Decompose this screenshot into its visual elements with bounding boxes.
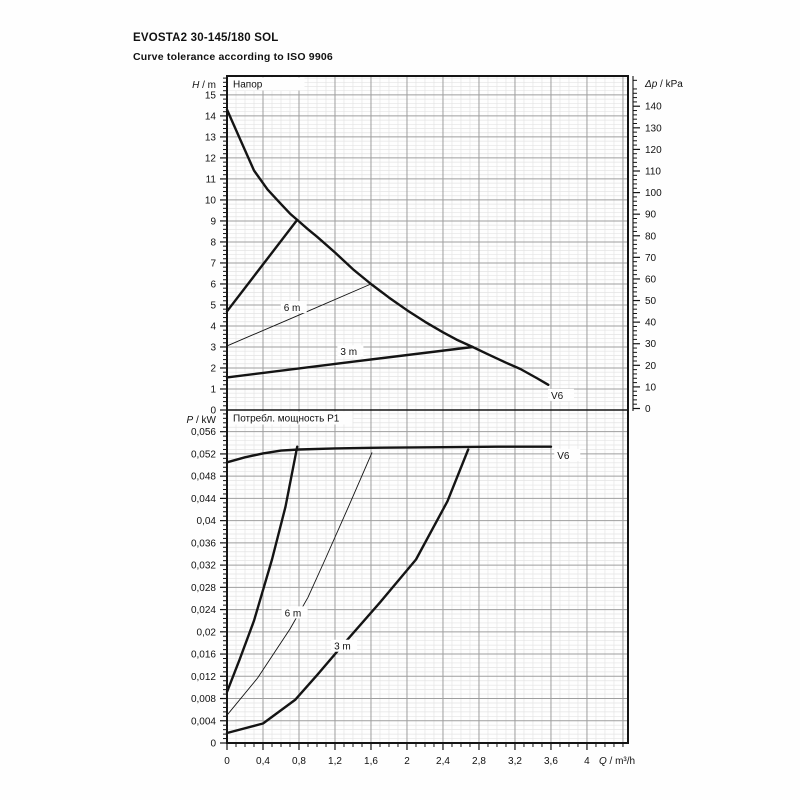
h-axis-tick-label: 2 xyxy=(210,363,216,374)
p-axis-tick-label: 0,048 xyxy=(191,472,216,483)
q-axis-tick-label: 2,8 xyxy=(472,756,486,767)
frame-and-ticks xyxy=(220,75,640,750)
axis-labels: 0123456789101112131415010203040506070809… xyxy=(187,77,683,767)
p-axis-tick-label: 0,02 xyxy=(197,627,217,638)
head-curve-label-6m: 6 m xyxy=(284,303,301,314)
p-axis-tick-label: 0,024 xyxy=(191,605,216,616)
p-axis-tick-label: 0,032 xyxy=(191,561,216,572)
dp-axis-tick-label: 120 xyxy=(645,145,662,156)
dp-axis-tick-label: 130 xyxy=(645,123,662,134)
page-title: EVOSTA2 30-145/180 SOL xyxy=(133,32,279,44)
p-axis-tick-label: 0 xyxy=(210,739,216,750)
dp-axis-tick-label: 80 xyxy=(645,231,657,242)
p-axis-tick-label: 0,056 xyxy=(191,427,216,438)
q-axis-tick-label: 0 xyxy=(224,756,230,767)
dp-axis-tick-label: 60 xyxy=(645,274,657,285)
head-curve-label-V6-bg xyxy=(547,388,574,401)
power-curve-label-3m: 3 m xyxy=(334,642,351,653)
q-axis-tick-label: 1,2 xyxy=(328,756,342,767)
dp-axis-tick-label: 140 xyxy=(645,102,662,113)
head-chart-title-bg xyxy=(228,77,305,91)
power-curve-label-3m-bg xyxy=(331,639,358,652)
p-axis-tick-label: 0,008 xyxy=(191,694,216,705)
p-axis-tick-label: 0,016 xyxy=(191,650,216,661)
h-axis-tick-label: 10 xyxy=(205,195,217,206)
h-axis-tick-label: 14 xyxy=(205,111,217,122)
q-axis-tick-label: 0,8 xyxy=(292,756,306,767)
power-chart-title-bg xyxy=(228,411,353,425)
h-axis-tick-label: 13 xyxy=(205,132,217,143)
power-chart-title: Потребл. мощность P1 xyxy=(233,413,340,425)
setpoint-3m-head-line xyxy=(225,345,474,379)
power-curve-label-6m: 6 m xyxy=(285,608,302,619)
q-axis-tick-label: 3,2 xyxy=(508,756,522,767)
h-axis-tick-label: 5 xyxy=(210,300,216,311)
dp-axis-title: Δp / kPa xyxy=(644,79,683,90)
power-curve-label-V6: V6 xyxy=(557,451,570,462)
head-curve-label-V6: V6 xyxy=(551,391,564,402)
h-axis-tick-label: 0 xyxy=(210,406,216,417)
h-axis-tick-label: 4 xyxy=(210,321,216,332)
q-axis-tick-label: 3,6 xyxy=(544,756,558,767)
dp-axis-tick-label: 50 xyxy=(645,296,657,307)
h-axis-tick-label: 11 xyxy=(206,174,217,185)
p-axis-tick-label: 0,028 xyxy=(191,583,216,594)
q-axis-tick-label: 4 xyxy=(584,756,590,767)
dp-axis-tick-label: 70 xyxy=(645,253,657,264)
p-axis-title: P / kW xyxy=(187,415,217,426)
h-axis-title: H / m xyxy=(192,80,216,91)
dp-axis-tick-label: 100 xyxy=(645,188,662,199)
p-axis-tick-label: 0,052 xyxy=(191,449,216,460)
p-axis-tick-label: 0,012 xyxy=(191,672,216,683)
dp-axis-tick-label: 0 xyxy=(645,404,651,415)
q-axis-tick-label: 0,4 xyxy=(256,756,270,767)
dp-axis-tick-label: 20 xyxy=(645,361,657,372)
head-chart-title: Напор xyxy=(233,80,263,91)
dp-axis-tick-label: 110 xyxy=(645,167,661,178)
q-axis-tick-label: 2 xyxy=(404,756,410,767)
dp-axis-tick-label: 30 xyxy=(645,339,657,350)
head-curve-label-6m-bg xyxy=(280,301,307,314)
max-speed-power-curve xyxy=(225,445,553,464)
h-axis-tick-label: 15 xyxy=(205,90,217,101)
proportional-pressure-max-line xyxy=(225,218,299,313)
h-axis-tick-label: 7 xyxy=(210,258,216,269)
p-axis-tick-label: 0,04 xyxy=(197,516,217,527)
dp-axis-tick-label: 40 xyxy=(645,318,657,329)
dp-axis-tick-label: 90 xyxy=(645,210,657,221)
power-curve-label-6m-bg xyxy=(281,606,308,619)
setpoint-6m-head-line xyxy=(226,283,372,347)
power-curve-label-V6-bg xyxy=(554,449,581,462)
page-subtitle: Curve tolerance according to ISO 9906 xyxy=(133,51,333,63)
h-axis-tick-label: 3 xyxy=(210,342,216,353)
q-axis-tick-label: 1,6 xyxy=(364,756,378,767)
head-curve-label-3m: 3 m xyxy=(340,347,357,358)
h-axis-tick-label: 8 xyxy=(210,237,216,248)
setpoint-6m-power-curve xyxy=(226,452,373,716)
head-curve-label-3m-bg xyxy=(337,345,364,358)
p-axis-tick-label: 0,036 xyxy=(191,538,216,549)
h-axis-tick-label: 12 xyxy=(205,153,217,164)
p-axis-tick-label: 0,044 xyxy=(191,494,216,505)
dp-axis-tick-label: 10 xyxy=(645,382,657,393)
q-axis-title: Q / m³/h xyxy=(599,756,635,767)
h-axis-tick-label: 9 xyxy=(210,216,216,227)
p-axis-tick-label: 0,004 xyxy=(191,716,216,727)
h-axis-tick-label: 6 xyxy=(210,279,216,290)
h-axis-tick-label: 1 xyxy=(210,384,216,395)
proportional-pressure-max-power-curve xyxy=(225,445,299,694)
q-axis-tick-label: 2,4 xyxy=(436,756,450,767)
